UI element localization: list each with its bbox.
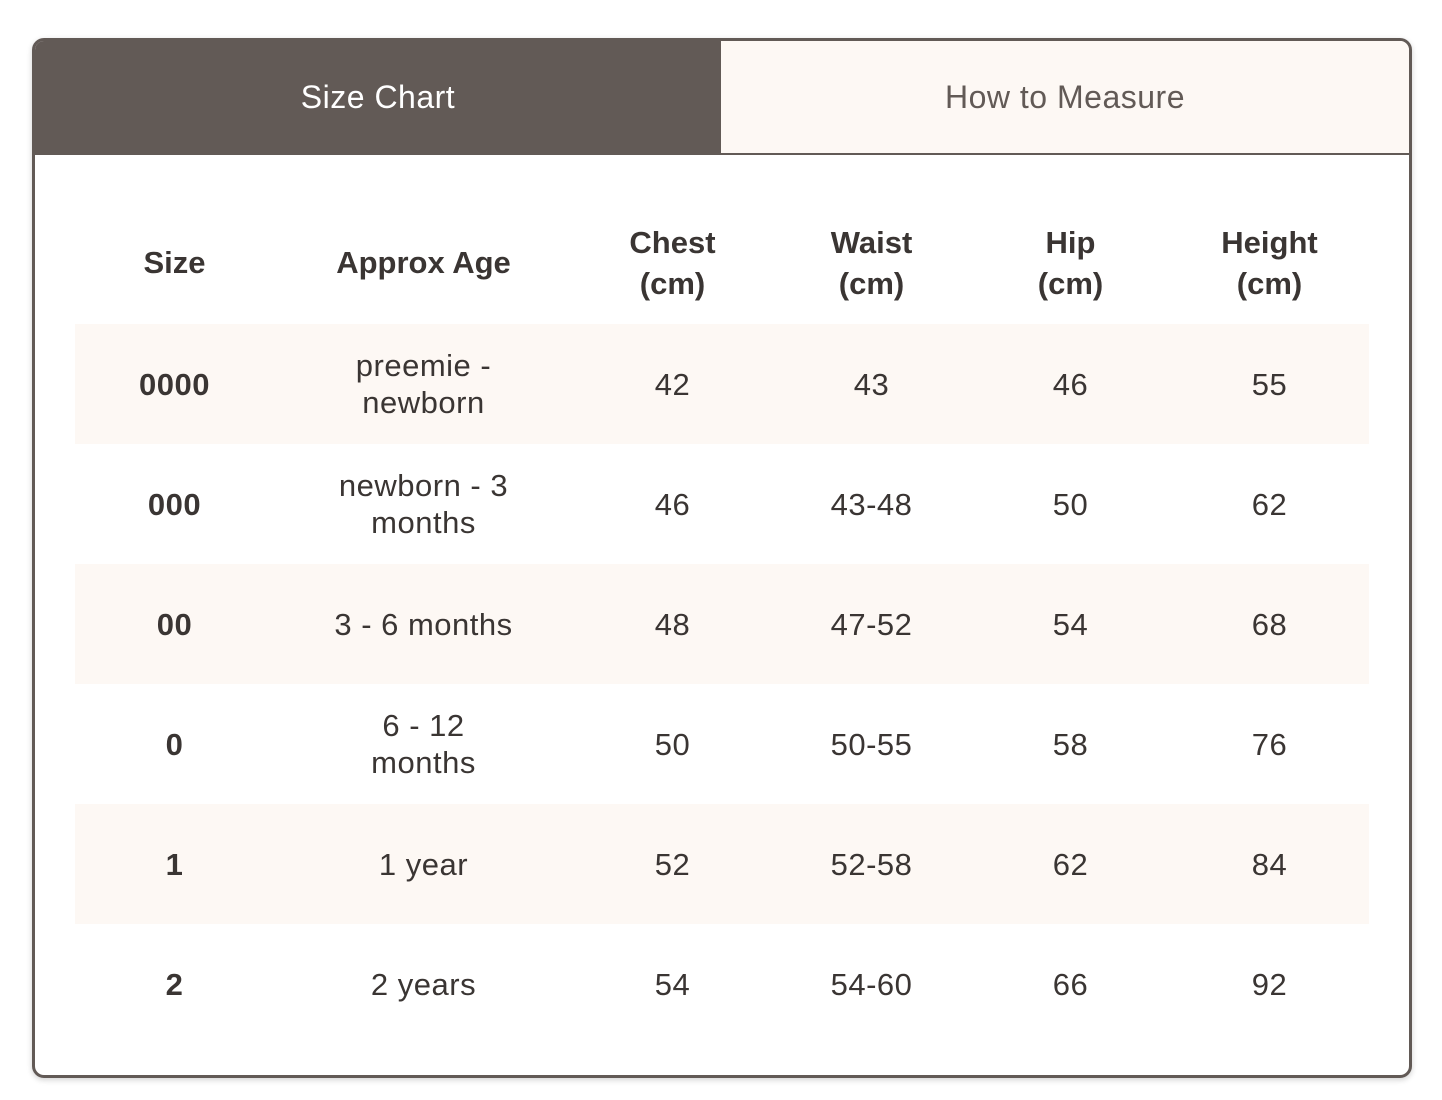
size-table: Size Approx Age Chest (cm) Waist (cm) Hip (…: [75, 201, 1369, 1044]
tab-size-chart[interactable]: Size Chart: [35, 41, 721, 153]
hip-cell: 62: [971, 804, 1170, 924]
age-text: preemie - newborn: [355, 348, 492, 420]
age-cell: preemie - newborn: [274, 324, 573, 444]
height-cell: 76: [1170, 684, 1369, 804]
header-chest-line2: (cm): [639, 265, 706, 301]
table-row: 1 1 year 52 52-58 62 84: [75, 804, 1369, 924]
waist-cell: 47-52: [772, 564, 971, 684]
age-text: 2 years: [370, 966, 477, 1002]
height-cell: 62: [1170, 444, 1369, 564]
table-row: 0 6 - 12 months 50 50-55 58 76: [75, 684, 1369, 804]
waist-cell: 43-48: [772, 444, 971, 564]
table-row: 2 2 years 54 54-60 66 92: [75, 924, 1369, 1044]
hip-cell: 54: [971, 564, 1170, 684]
hip-cell: 58: [971, 684, 1170, 804]
height-cell: 92: [1170, 924, 1369, 1044]
header-hip: Hip (cm): [971, 201, 1170, 324]
table-row: 00 3 - 6 months 48 47-52 54 68: [75, 564, 1369, 684]
chest-cell: 42: [573, 324, 772, 444]
header-size: Size: [75, 201, 274, 324]
header-age-label: Approx Age: [336, 245, 511, 280]
header-hip-line1: Hip: [1045, 224, 1096, 260]
chest-cell: 54: [573, 924, 772, 1044]
table-row: 000 newborn - 3 months 46 43-48 50 62: [75, 444, 1369, 564]
age-text: 1 year: [378, 846, 469, 882]
tab-bar: Size Chart How to Measure: [35, 41, 1409, 155]
table-row: 0000 preemie - newborn 42 43 46 55: [75, 324, 1369, 444]
header-height-line2: (cm): [1236, 265, 1303, 301]
age-cell: 3 - 6 months: [274, 564, 573, 684]
age-cell: 2 years: [274, 924, 573, 1044]
size-cell: 000: [75, 444, 274, 564]
age-cell: newborn - 3 months: [274, 444, 573, 564]
height-cell: 84: [1170, 804, 1369, 924]
chest-cell: 50: [573, 684, 772, 804]
header-waist-line2: (cm): [838, 265, 905, 301]
size-table-container: Size Approx Age Chest (cm) Waist (cm) Hip (…: [75, 201, 1369, 1044]
waist-cell: 43: [772, 324, 971, 444]
height-cell: 68: [1170, 564, 1369, 684]
waist-cell: 52-58: [772, 804, 971, 924]
age-cell: 1 year: [274, 804, 573, 924]
waist-cell: 50-55: [772, 684, 971, 804]
header-age: Approx Age: [274, 201, 573, 324]
hip-cell: 50: [971, 444, 1170, 564]
age-cell: 6 - 12 months: [274, 684, 573, 804]
header-chest-line1: Chest: [629, 224, 716, 260]
table-header-row: Size Approx Age Chest (cm) Waist (cm) Hip (…: [75, 201, 1369, 324]
size-cell: 0000: [75, 324, 274, 444]
header-hip-line2: (cm): [1037, 265, 1104, 301]
size-cell: 0: [75, 684, 274, 804]
size-cell: 2: [75, 924, 274, 1044]
header-waist: Waist (cm): [772, 201, 971, 324]
hip-cell: 66: [971, 924, 1170, 1044]
header-height: Height (cm): [1170, 201, 1369, 324]
header-waist-line1: Waist: [830, 224, 913, 260]
size-guide-card: Size Chart How to Measure Size Approx Ag…: [32, 38, 1412, 1078]
header-size-label: Size: [143, 245, 206, 280]
chest-cell: 48: [573, 564, 772, 684]
header-chest: Chest (cm): [573, 201, 772, 324]
header-height-line1: Height: [1221, 224, 1318, 260]
chest-cell: 52: [573, 804, 772, 924]
age-text: newborn - 3 months: [338, 468, 509, 540]
hip-cell: 46: [971, 324, 1170, 444]
height-cell: 55: [1170, 324, 1369, 444]
size-cell: 00: [75, 564, 274, 684]
age-text: 3 - 6 months: [334, 606, 513, 642]
chest-cell: 46: [573, 444, 772, 564]
waist-cell: 54-60: [772, 924, 971, 1044]
tab-how-to-measure[interactable]: How to Measure: [721, 41, 1409, 153]
size-cell: 1: [75, 804, 274, 924]
age-text: 6 - 12 months: [371, 708, 476, 780]
